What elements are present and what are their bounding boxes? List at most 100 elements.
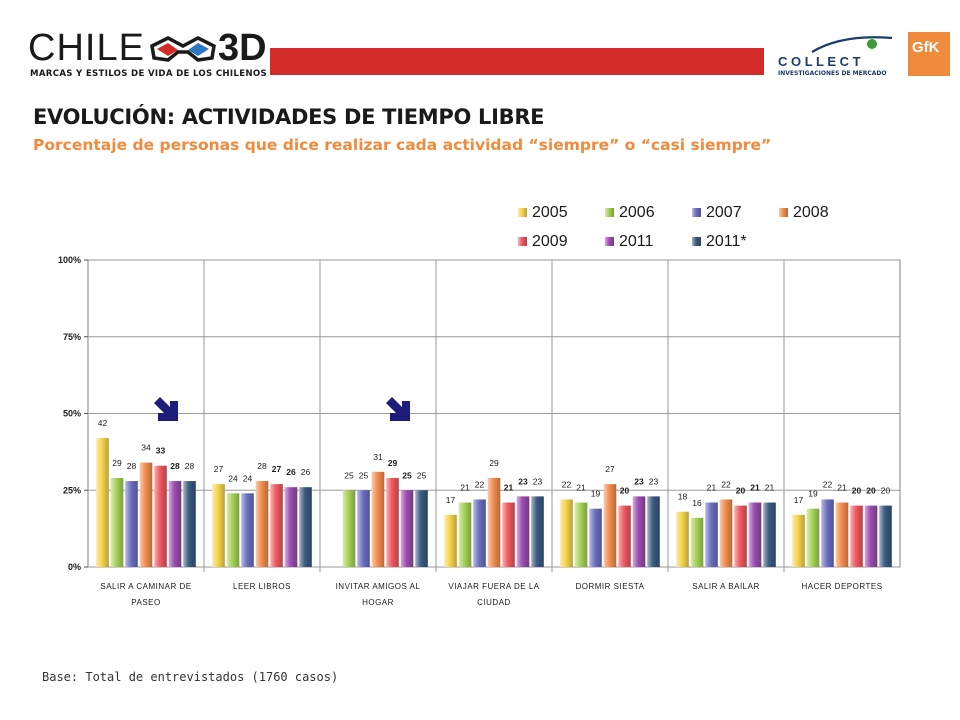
- chile3d-logo: CHILE 3D MARCAS Y ESTILOS DE VIDA DE LOS…: [28, 27, 267, 79]
- bar: [574, 502, 588, 567]
- legend-label: 2007: [706, 204, 742, 221]
- legend-label: 2011*: [706, 233, 747, 250]
- y-tick-label: 100%: [58, 255, 81, 265]
- bar-value-label: 33: [156, 446, 166, 456]
- bar-value-label: 25: [417, 470, 427, 480]
- x-category-label: VIAJAR FUERA DE LA: [448, 582, 539, 591]
- bar: [284, 487, 298, 567]
- legend-swatch: [605, 237, 614, 246]
- bar: [96, 438, 109, 567]
- bar-value-label: 27: [272, 464, 282, 474]
- legend-swatch: [779, 208, 788, 217]
- legend-swatch: [692, 208, 701, 217]
- bar: [270, 484, 283, 567]
- bar-value-label: 21: [504, 483, 514, 493]
- bar: [792, 514, 805, 567]
- bar: [183, 481, 196, 567]
- brand-name: CHILE: [28, 27, 145, 69]
- bar-value-label: 25: [359, 470, 369, 480]
- bar: [835, 502, 849, 567]
- glasses-icon: [150, 36, 216, 62]
- bar: [821, 499, 834, 567]
- bar-value-label: 29: [489, 458, 499, 468]
- bar-value-label: 25: [344, 470, 354, 480]
- y-tick-label: 50%: [63, 409, 81, 419]
- bar: [705, 502, 718, 567]
- bar-chart: 0% 25% 50% 75% 100% 42 29 28 34 33 28 28 SALIR A CAM…: [58, 204, 901, 607]
- bar: [139, 462, 153, 567]
- partner-name: C O L L E C T: [778, 54, 861, 69]
- bar: [690, 517, 704, 567]
- bar-value-label: 21: [576, 483, 586, 493]
- bar-value-label: 17: [446, 495, 456, 505]
- bar-value-label: 28: [170, 461, 180, 471]
- y-tick-label: 75%: [63, 332, 81, 342]
- bar: [632, 496, 646, 567]
- bar: [168, 481, 182, 567]
- x-category-label: PASEO: [131, 598, 160, 607]
- bar: [226, 493, 240, 567]
- legend-label: 2011: [619, 233, 654, 250]
- bar: [647, 496, 660, 567]
- bar-value-label: 20: [620, 486, 630, 496]
- bar-value-label: 16: [692, 498, 702, 508]
- bar-value-label: 42: [98, 418, 108, 428]
- bar: [342, 490, 356, 567]
- bar-value-label: 23: [533, 476, 543, 486]
- bar-value-label: 18: [678, 492, 688, 502]
- bar: [763, 502, 776, 567]
- bar: [212, 484, 225, 567]
- arrow-icon: [386, 397, 410, 421]
- bar-value-label: 17: [794, 495, 804, 505]
- bar-value-label: 21: [837, 483, 847, 493]
- bar: [676, 511, 689, 567]
- bar-value-label: 29: [112, 458, 122, 468]
- bar-value-label: 28: [185, 461, 195, 471]
- bar: [386, 477, 399, 567]
- partner-tagline: INVESTIGACIONES DE MERCADO: [778, 70, 886, 77]
- bar-value-label: 24: [228, 473, 238, 483]
- bar-value-label: 21: [460, 483, 470, 493]
- bar: [299, 487, 312, 567]
- bar: [371, 471, 385, 567]
- bar-value-label: 19: [591, 489, 601, 499]
- bar-value-label: 22: [823, 479, 833, 489]
- bar-value-label: 26: [301, 467, 311, 477]
- bar-value-label: 22: [721, 479, 731, 489]
- bar-value-label: 27: [605, 464, 615, 474]
- legend-label: 2008: [793, 204, 829, 221]
- legend-swatch: [605, 208, 614, 217]
- header: CHILE 3D MARCAS Y ESTILOS DE VIDA DE LOS…: [0, 0, 960, 90]
- brand-suffix: 3D: [218, 27, 267, 69]
- bar-value-label: 31: [373, 452, 383, 462]
- bar: [879, 505, 892, 567]
- legend-label: 2005: [532, 204, 568, 221]
- bar: [357, 490, 370, 567]
- brand-tagline: MARCAS Y ESTILOS DE VIDA DE LOS CHILENOS: [30, 69, 267, 79]
- bar: [487, 477, 501, 567]
- bar: [719, 499, 733, 567]
- x-category-label: CIUDAD: [477, 598, 511, 607]
- bar-value-label: 23: [649, 476, 659, 486]
- bar-value-label: 25: [402, 470, 412, 480]
- dot-icon: [867, 39, 877, 49]
- legend-swatch: [692, 237, 701, 246]
- bar-value-label: 26: [286, 467, 296, 477]
- collect-gfk-logo: C O L L E C T INVESTIGACIONES DE MERCADO…: [778, 32, 950, 77]
- bar-value-label: 27: [214, 464, 224, 474]
- x-category-label: SALIR A BAILAR: [692, 582, 759, 591]
- bar: [458, 502, 472, 567]
- legend-swatch: [518, 208, 527, 217]
- bar-value-label: 20: [881, 486, 891, 496]
- bar-value-label: 28: [257, 461, 267, 471]
- bar-value-label: 28: [127, 461, 137, 471]
- page-subtitle: Porcentaje de personas que dice realizar…: [33, 136, 772, 154]
- bar: [589, 508, 602, 567]
- page-title: EVOLUCIÓN: ACTIVIDADES DE TIEMPO LIBRE: [33, 105, 545, 129]
- bar: [502, 502, 515, 567]
- bar: [748, 502, 762, 567]
- y-tick-label: 25%: [63, 485, 81, 495]
- bar: [850, 505, 863, 567]
- bar: [531, 496, 544, 567]
- bar-value-label: 19: [808, 489, 818, 499]
